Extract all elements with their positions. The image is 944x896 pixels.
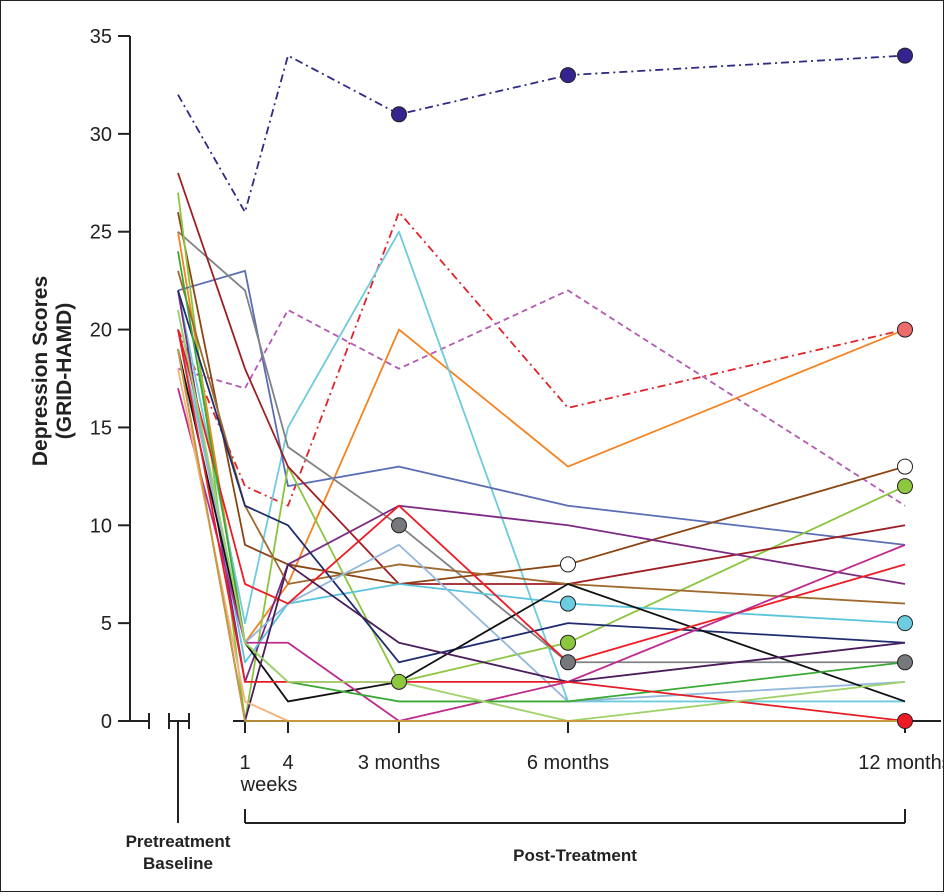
marker-layer <box>391 47 913 729</box>
series-line-24 <box>177 348 905 722</box>
series-7-marker <box>391 517 407 534</box>
series-line-18 <box>177 388 906 722</box>
y-axis-label: Depression Scores <box>29 276 52 466</box>
series-line-15 <box>177 329 906 703</box>
series-9-marker <box>560 634 576 651</box>
series-13-marker <box>560 595 576 612</box>
x-tick-label: 3 months <box>358 752 440 774</box>
series-line-6 <box>177 269 906 546</box>
series-line-14 <box>177 290 906 664</box>
y-tick-label: 15 <box>90 417 112 439</box>
series-8-marker <box>897 458 913 475</box>
series-line-12 <box>177 270 906 605</box>
series-line-11 <box>177 290 906 683</box>
series-9-marker <box>391 673 407 690</box>
series-line-1 <box>177 54 906 214</box>
y-tick-label: 10 <box>90 515 112 537</box>
series-line-17 <box>177 329 906 664</box>
y-axis-label-sub: (GRID-HAMD) <box>53 303 76 439</box>
y-tick-label: 0 <box>101 711 112 733</box>
series-line-10 <box>177 172 906 585</box>
series-line-5 <box>177 230 905 703</box>
y-tick-label: 30 <box>90 124 112 146</box>
y-tick-label: 35 <box>90 26 112 48</box>
series-13-marker <box>897 615 913 632</box>
y-tick-label: 20 <box>90 320 112 342</box>
series-21-marker <box>897 713 913 729</box>
x-tick-label: 4 <box>282 752 293 774</box>
y-tick-label: 5 <box>101 613 112 635</box>
series-2-marker <box>897 321 913 338</box>
series-line-13 <box>177 309 906 664</box>
series-layer <box>177 54 906 722</box>
series-1-marker <box>391 106 407 123</box>
series-line-20 <box>177 348 906 722</box>
series-1-marker <box>897 47 913 64</box>
baseline-label-line2: Baseline <box>143 854 213 873</box>
x-tick-label: 1 <box>239 752 250 774</box>
series-7-marker <box>560 654 576 671</box>
series-line-7 <box>177 231 905 664</box>
series-line-2 <box>177 211 906 507</box>
baseline-label-line1: Pretreatment <box>126 832 231 851</box>
series-8-marker <box>560 556 576 573</box>
series-line-22 <box>177 309 906 722</box>
weeks-label: weeks <box>240 774 298 796</box>
series-line-3 <box>177 289 906 507</box>
y-tick-label: 25 <box>90 222 112 244</box>
post-treatment-label: Post-Treatment <box>513 846 637 865</box>
series-line-19 <box>177 251 906 703</box>
series-1-marker <box>560 67 576 84</box>
axes: 0 5 10 15 20 25 30 35 1 4 3 months 6 months 12 month… <box>90 26 944 824</box>
series-9-marker <box>897 478 913 495</box>
x-tick-label: 12 months <box>858 752 943 774</box>
x-tick-label: 6 months <box>527 752 609 774</box>
series-7-marker <box>897 654 913 671</box>
series-line-8 <box>177 211 906 585</box>
